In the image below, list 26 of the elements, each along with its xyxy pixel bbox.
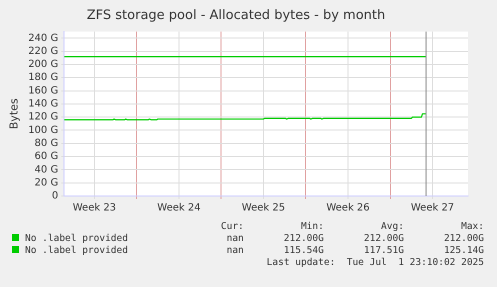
y-tick-label: 240 G xyxy=(28,32,58,44)
y-tick-label: 120 G xyxy=(28,112,58,123)
y-tick-label: 60 G xyxy=(34,151,58,162)
y-axis-title: Bytes xyxy=(7,98,20,130)
y-tick-label: 0 xyxy=(52,190,58,202)
text: Last update: Tue Jul 1 23:10:02 2025 xyxy=(266,257,484,269)
legend-label: No .label provided xyxy=(25,245,128,256)
y-tick-label: 80 G xyxy=(34,138,58,149)
y-tick-label: 40 G xyxy=(34,164,58,176)
x-tick-label: Week 27 xyxy=(410,202,454,214)
x-tick-label: Week 23 xyxy=(72,202,116,214)
text: nan 115.54G 117.51G 125.14G xyxy=(226,245,484,256)
text: nan 212.00G 212.00G 212.00G xyxy=(226,233,484,244)
y-tick-label: 180 G xyxy=(28,72,58,84)
text: Cur: Min: Avg: Max: xyxy=(220,221,484,233)
y-tick-label: 160 G xyxy=(28,85,58,96)
x-tick-label: Week 24 xyxy=(157,202,201,214)
y-tick-label: 20 G xyxy=(34,177,58,188)
y-tick-label: 100 G xyxy=(28,124,58,136)
x-tick-label: Week 25 xyxy=(242,202,286,214)
y-tick-label: 140 G xyxy=(28,98,58,110)
chart-title: ZFS storage pool - Allocated bytes - by month xyxy=(86,8,386,24)
y-tick-label: 220 G xyxy=(28,46,58,57)
y-tick-label: 200 G xyxy=(28,59,58,70)
x-tick-label: Week 26 xyxy=(326,202,370,214)
legend-label: No .label provided xyxy=(25,233,128,244)
